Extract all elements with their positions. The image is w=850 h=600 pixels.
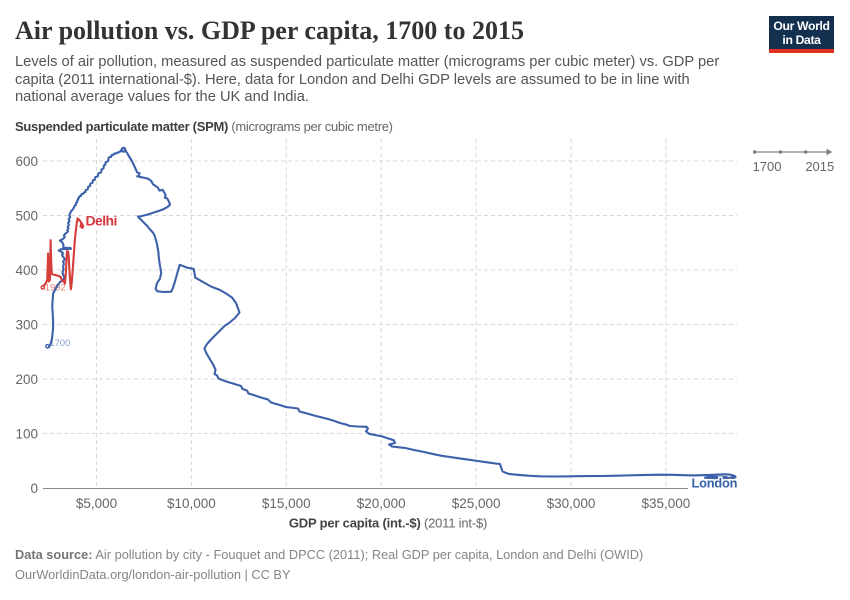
svg-text:1700: 1700 — [49, 338, 70, 349]
svg-text:$10,000: $10,000 — [167, 496, 216, 511]
svg-text:$15,000: $15,000 — [262, 496, 311, 511]
svg-text:$25,000: $25,000 — [452, 496, 501, 511]
svg-text:$30,000: $30,000 — [547, 496, 596, 511]
svg-text:400: 400 — [15, 263, 38, 278]
svg-text:$20,000: $20,000 — [357, 496, 406, 511]
svg-text:$35,000: $35,000 — [641, 496, 690, 511]
svg-text:500: 500 — [15, 209, 38, 224]
svg-text:1700: 1700 — [753, 159, 782, 174]
svg-text:$5,000: $5,000 — [76, 496, 117, 511]
svg-text:0: 0 — [30, 481, 38, 496]
svg-text:200: 200 — [15, 372, 38, 387]
svg-text:300: 300 — [15, 318, 38, 333]
svg-text:2015: 2015 — [805, 159, 834, 174]
svg-text:Delhi: Delhi — [86, 213, 117, 229]
svg-text:GDP per capita (int.-$) (2011: GDP per capita (int.-$) (2011 int-$) — [289, 516, 487, 531]
svg-text:London: London — [692, 475, 738, 490]
svg-text:100: 100 — [15, 427, 38, 442]
svg-text:600: 600 — [15, 154, 38, 169]
